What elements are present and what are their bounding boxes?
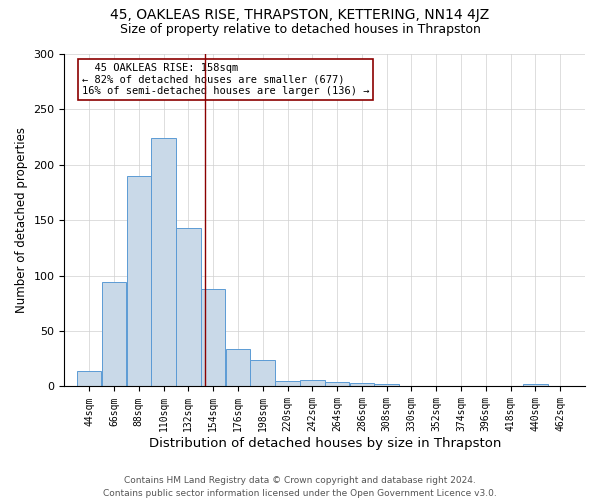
Text: 45, OAKLEAS RISE, THRAPSTON, KETTERING, NN14 4JZ: 45, OAKLEAS RISE, THRAPSTON, KETTERING, …	[110, 8, 490, 22]
Bar	[77, 371, 101, 386]
Bar	[127, 176, 151, 386]
Bar	[300, 380, 325, 386]
Text: 45 OAKLEAS RISE: 158sqm
← 82% of detached houses are smaller (677)
16% of semi-d: 45 OAKLEAS RISE: 158sqm ← 82% of detache…	[82, 63, 369, 96]
Bar	[325, 382, 349, 386]
Text: Contains HM Land Registry data © Crown copyright and database right 2024.
Contai: Contains HM Land Registry data © Crown c…	[103, 476, 497, 498]
Bar	[275, 381, 300, 386]
Bar	[226, 349, 250, 387]
Text: Size of property relative to detached houses in Thrapston: Size of property relative to detached ho…	[119, 22, 481, 36]
Bar	[176, 228, 200, 386]
Bar	[523, 384, 548, 386]
Y-axis label: Number of detached properties: Number of detached properties	[15, 127, 28, 313]
X-axis label: Distribution of detached houses by size in Thrapston: Distribution of detached houses by size …	[149, 437, 501, 450]
Bar	[374, 384, 399, 386]
Bar	[350, 383, 374, 386]
Bar	[151, 138, 176, 386]
Bar	[201, 289, 226, 386]
Bar	[250, 360, 275, 386]
Bar	[102, 282, 126, 387]
